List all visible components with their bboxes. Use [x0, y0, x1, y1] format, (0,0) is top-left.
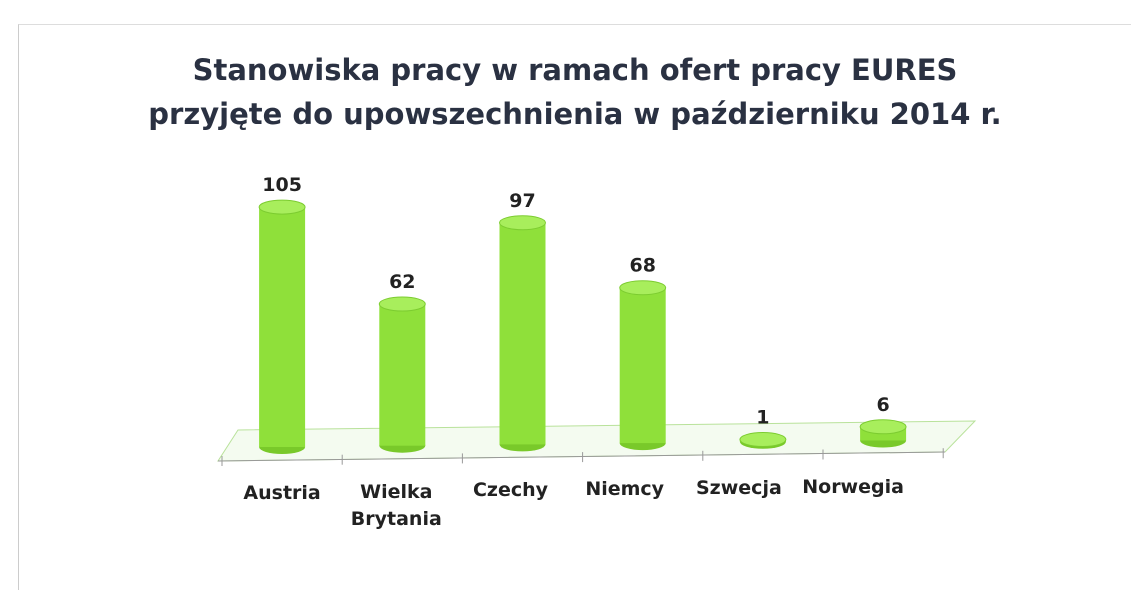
- bar-top: [619, 280, 667, 296]
- bar: [499, 222, 546, 445]
- bar-top: [739, 432, 787, 448]
- x-tick-label: Niemcy: [585, 478, 665, 501]
- value-label: 62: [389, 271, 415, 293]
- x-tick-label: Wielka Brytania: [350, 480, 442, 530]
- bar: [379, 304, 426, 446]
- bar-top: [258, 199, 306, 215]
- bar-top: [378, 296, 426, 312]
- chart-frame: [18, 24, 1131, 590]
- bar-top: [499, 215, 546, 231]
- x-tick-label: Czechy: [472, 479, 549, 502]
- bar-top: [859, 419, 907, 435]
- value-label: 1: [756, 407, 769, 429]
- x-axis: [217, 451, 946, 462]
- chart-title: Stanowiska pracy w ramach ofert pracy EU…: [148, 53, 1002, 131]
- value-label: 97: [509, 190, 535, 212]
- x-tick-label: Norwegia: [802, 475, 904, 498]
- value-label: 68: [629, 255, 655, 277]
- x-tick-label: Szwecja: [696, 476, 782, 499]
- value-label: 6: [876, 394, 889, 416]
- bar: [259, 207, 306, 447]
- value-label: 105: [262, 174, 302, 196]
- x-tick-label: Austria: [243, 482, 321, 504]
- bar: [619, 287, 666, 444]
